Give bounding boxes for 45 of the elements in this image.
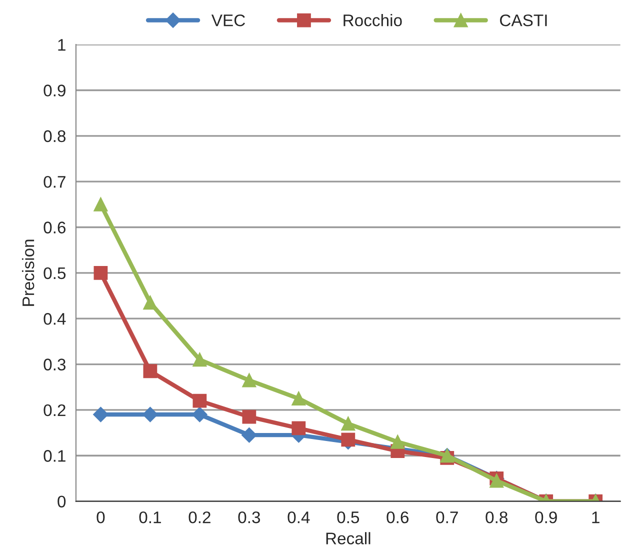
legend-label: Rocchio — [344, 14, 402, 26]
point — [341, 416, 356, 431]
y-tick-label: 0.9 — [44, 84, 66, 96]
x-tick-label: 0 — [96, 511, 105, 524]
x-tick-label: 0.8 — [486, 511, 508, 524]
point — [192, 352, 207, 367]
point — [143, 296, 158, 310]
point — [242, 428, 257, 443]
point — [390, 434, 405, 449]
point — [94, 197, 108, 212]
y-axis-title: Precision — [22, 240, 34, 306]
point — [143, 364, 158, 378]
x-tick-label: 0.9 — [535, 511, 557, 524]
y-tick-label: 0.2 — [44, 404, 66, 416]
y-tick-label: 1 — [58, 39, 66, 51]
point — [192, 394, 207, 408]
x-axis-title: Recall — [326, 532, 370, 544]
y-tick-label: 0.6 — [44, 222, 66, 234]
legend-label: CASTI — [500, 14, 547, 26]
x-tick-label: 0.5 — [337, 511, 360, 524]
point — [93, 406, 108, 422]
y-tick-label: 0.1 — [44, 450, 66, 462]
point — [292, 421, 306, 436]
point — [292, 392, 306, 406]
point — [242, 410, 256, 424]
point — [341, 432, 356, 447]
x-tick-label: 0.4 — [288, 511, 310, 524]
x-tick-label: 0.2 — [188, 511, 210, 524]
y-tick-label: 0.4 — [44, 313, 66, 325]
point — [490, 474, 504, 488]
point — [242, 373, 256, 388]
x-tick-label: 1 — [592, 512, 600, 524]
point — [94, 266, 108, 280]
y-tick-label: 0.5 — [44, 267, 66, 280]
y-tick-label: 0.7 — [44, 176, 66, 188]
x-tick-label: 0.1 — [139, 511, 161, 524]
y-tick-label: 0.3 — [44, 358, 66, 370]
x-tick-label: 0.6 — [386, 511, 408, 524]
y-tick-label: 0.8 — [44, 130, 66, 142]
point — [142, 406, 158, 422]
y-tick-label: 0 — [58, 496, 66, 508]
x-tick-label: 0.3 — [238, 511, 260, 524]
point — [192, 406, 208, 422]
legend-label: VEC — [211, 14, 246, 26]
x-tick-label: 0.7 — [436, 511, 458, 524]
